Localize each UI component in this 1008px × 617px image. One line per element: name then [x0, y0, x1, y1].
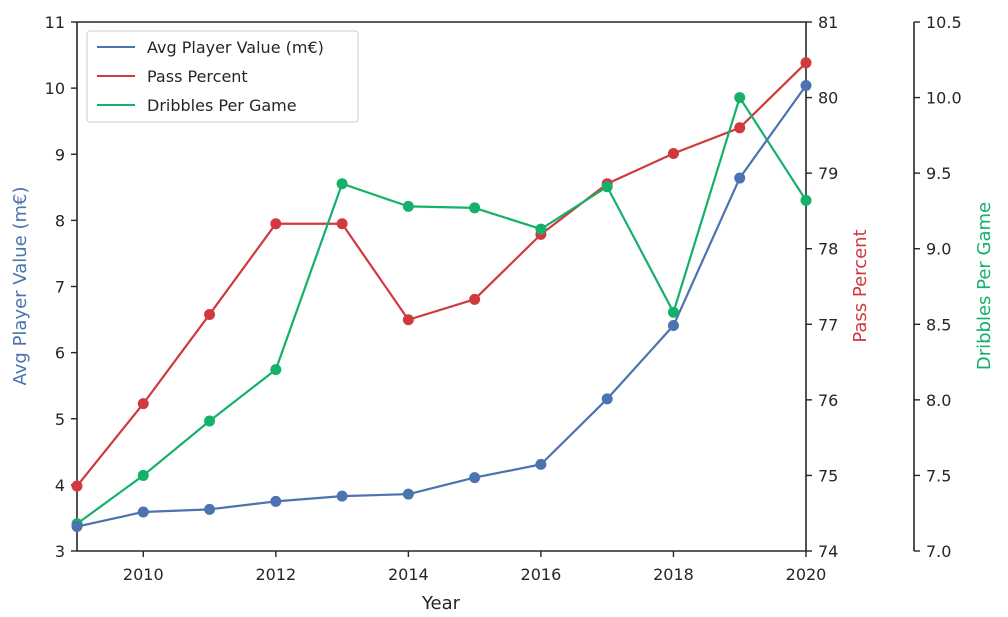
- data-point-pass-percent: [667, 147, 679, 159]
- data-point-pass-percent: [800, 57, 812, 69]
- data-point-dribbles: [270, 364, 282, 376]
- left-y-tick-label: 8: [55, 211, 65, 230]
- legend-label-pass-percent: Pass Percent: [147, 67, 248, 86]
- dribbles-y-tick-label: 7.0: [926, 542, 951, 561]
- left-y-tick-label: 6: [55, 344, 65, 363]
- dribbles-axis-title: Dribbles Per Game: [974, 202, 995, 370]
- dribbles-y-tick-label: 10.0: [926, 89, 962, 108]
- pass-y-tick-label: 76: [818, 391, 838, 410]
- data-point-pass-percent: [402, 314, 414, 326]
- left-y-tick-label: 9: [55, 145, 65, 164]
- legend-label-dribbles: Dribbles Per Game: [147, 96, 297, 115]
- pass-y-tick-label: 78: [818, 240, 838, 259]
- x-tick-label: 2018: [653, 565, 694, 584]
- data-point-pass-percent: [137, 398, 149, 410]
- data-point-dribbles: [800, 194, 812, 206]
- data-point-pass-percent: [469, 293, 481, 305]
- legend-box: [86, 30, 359, 123]
- series-line-avg-value: [76, 84, 807, 528]
- data-point-avg-value: [137, 506, 149, 518]
- data-point-avg-value: [402, 488, 414, 500]
- series-lines: [76, 62, 807, 528]
- x-tick-label: 2014: [388, 565, 429, 584]
- data-point-dribbles: [667, 306, 679, 318]
- left-y-tick-label: 5: [55, 410, 65, 429]
- left-y-tick-label: 7: [55, 278, 65, 297]
- left-y-tick-label: 11: [45, 13, 65, 32]
- legend-label-avg-value: Avg Player Value (m€): [147, 38, 324, 57]
- x-tick-label: 2016: [521, 565, 562, 584]
- x-tick-label: 2012: [255, 565, 296, 584]
- data-point-avg-value: [667, 320, 679, 332]
- x-tick-label: 2020: [786, 565, 827, 584]
- pass-axis-title: Pass Percent: [850, 229, 871, 342]
- dribbles-y-tick-label: 8.0: [926, 391, 951, 410]
- data-point-dribbles: [137, 469, 149, 481]
- data-point-avg-value: [71, 521, 83, 533]
- pass-y-tick-label: 75: [818, 466, 838, 485]
- data-point-avg-value: [270, 495, 282, 507]
- dribbles-y-tick-label: 10.5: [926, 13, 962, 32]
- data-point-dribbles: [402, 200, 414, 212]
- data-point-avg-value: [601, 393, 613, 405]
- dribbles-y-tick-label: 9.0: [926, 240, 951, 259]
- series-line-dribbles: [76, 96, 807, 525]
- data-point-pass-percent: [734, 122, 746, 134]
- pass-y-tick-label: 81: [818, 13, 838, 32]
- data-point-avg-value: [469, 472, 481, 484]
- x-axis-title: Year: [421, 593, 461, 614]
- pass-y-tick-label: 79: [818, 164, 838, 183]
- data-point-pass-percent: [71, 480, 83, 492]
- dribbles-y-tick-label: 8.5: [926, 315, 951, 334]
- data-point-dribbles: [734, 92, 746, 104]
- data-point-dribbles: [535, 223, 547, 235]
- data-point-avg-value: [734, 172, 746, 184]
- dribbles-y-tick-label: 9.5: [926, 164, 951, 183]
- left-y-tick-label: 10: [45, 79, 65, 98]
- data-point-dribbles: [336, 178, 348, 190]
- data-point-dribbles: [469, 202, 481, 214]
- data-point-avg-value: [535, 458, 547, 470]
- axis-ticks: 2010 2012 2014 2016 2018 20203456789101174757…: [45, 13, 962, 584]
- dribbles-y-tick-label: 7.5: [926, 466, 951, 485]
- data-point-pass-percent: [204, 308, 216, 320]
- data-point-avg-value: [800, 79, 812, 91]
- left-axis-title: Avg Player Value (m€): [10, 187, 31, 386]
- pass-y-tick-label: 74: [818, 542, 838, 561]
- data-point-avg-value: [336, 490, 348, 502]
- data-point-dribbles: [601, 181, 613, 193]
- data-point-avg-value: [204, 503, 216, 515]
- left-y-tick-label: 3: [55, 542, 65, 561]
- pass-y-tick-label: 80: [818, 89, 838, 108]
- left-y-tick-label: 4: [55, 476, 65, 495]
- legend: Avg Player Value (m€) Pass Percent Dribb…: [86, 30, 359, 123]
- x-tick-label: 2010: [123, 565, 164, 584]
- series-points: [71, 57, 812, 533]
- pass-y-tick-label: 77: [818, 315, 838, 334]
- data-point-dribbles: [204, 415, 216, 427]
- data-point-pass-percent: [336, 218, 348, 230]
- series-line-pass-percent: [76, 62, 807, 487]
- data-point-pass-percent: [270, 218, 282, 230]
